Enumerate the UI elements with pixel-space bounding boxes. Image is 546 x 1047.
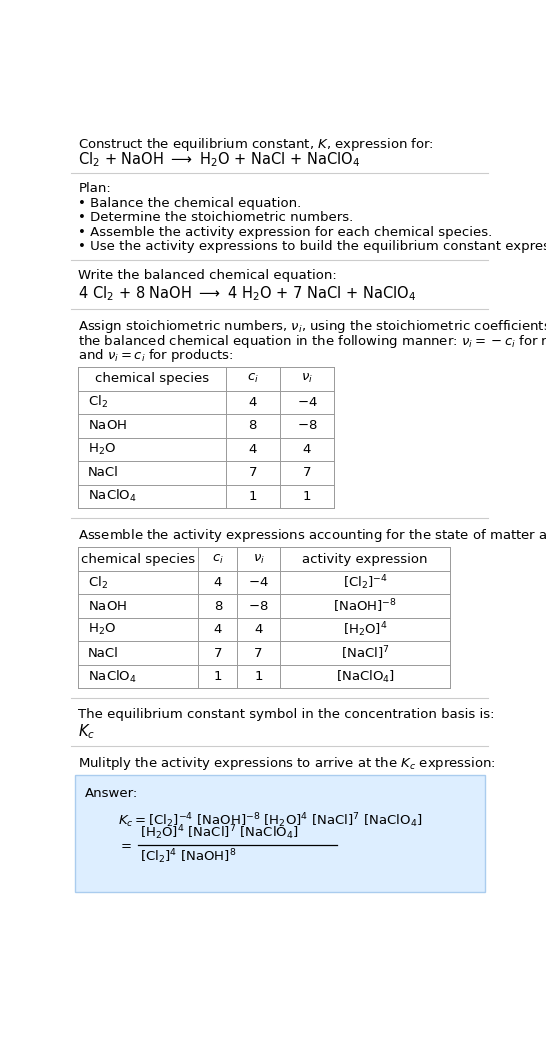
Text: Assign stoichiometric numbers, $\nu_i$, using the stoichiometric coefficients, $: Assign stoichiometric numbers, $\nu_i$, …: [78, 318, 546, 335]
FancyBboxPatch shape: [75, 776, 485, 892]
Text: 4: 4: [248, 396, 257, 409]
Text: $\mathrm{H_2O}$: $\mathrm{H_2O}$: [87, 622, 116, 638]
Text: 8: 8: [213, 600, 222, 612]
Text: $[\mathrm{Cl_2}]^{4}\ [\mathrm{NaOH}]^{8}$: $[\mathrm{Cl_2}]^{4}\ [\mathrm{NaOH}]^{8…: [140, 847, 236, 866]
Text: 7: 7: [213, 647, 222, 660]
Text: $[\mathrm{NaCl}]^{7}$: $[\mathrm{NaCl}]^{7}$: [341, 644, 389, 662]
Text: • Assemble the activity expression for each chemical species.: • Assemble the activity expression for e…: [78, 226, 492, 239]
Bar: [78, 548, 450, 688]
Text: 8: 8: [248, 420, 257, 432]
Text: $K_c$: $K_c$: [78, 722, 96, 741]
Text: $\nu_i$: $\nu_i$: [301, 373, 313, 385]
Text: • Use the activity expressions to build the equilibrium constant expression.: • Use the activity expressions to build …: [78, 240, 546, 253]
Text: NaCl: NaCl: [87, 647, 118, 660]
Text: $[\mathrm{NaClO_4}]$: $[\mathrm{NaClO_4}]$: [336, 669, 395, 685]
Text: $\mathrm{NaClO_4}$: $\mathrm{NaClO_4}$: [87, 669, 136, 685]
Text: $\mathrm{Cl_2}$ + NaOH $\longrightarrow$ $\mathrm{H_2O}$ + NaCl + $\mathrm{NaClO: $\mathrm{Cl_2}$ + NaOH $\longrightarrow$…: [78, 151, 360, 169]
Text: activity expression: activity expression: [302, 553, 428, 565]
Text: Write the balanced chemical equation:: Write the balanced chemical equation:: [78, 269, 337, 283]
Text: 1: 1: [302, 490, 311, 503]
Text: and $\nu_i = c_i$ for products:: and $\nu_i = c_i$ for products:: [78, 348, 234, 364]
Text: NaCl: NaCl: [87, 466, 118, 480]
Text: chemical species: chemical species: [95, 373, 209, 385]
Text: 1: 1: [213, 670, 222, 683]
Text: $\mathrm{Cl_2}$: $\mathrm{Cl_2}$: [87, 575, 108, 591]
Text: 7: 7: [254, 647, 263, 660]
Text: 1: 1: [248, 490, 257, 503]
Text: $-8$: $-8$: [296, 420, 317, 432]
Text: • Determine the stoichiometric numbers.: • Determine the stoichiometric numbers.: [78, 211, 354, 224]
Text: 7: 7: [248, 466, 257, 480]
Text: Mulitply the activity expressions to arrive at the $K_c$ expression:: Mulitply the activity expressions to arr…: [78, 755, 496, 773]
Text: Assemble the activity expressions accounting for the state of matter and $\nu_i$: Assemble the activity expressions accoun…: [78, 528, 546, 544]
Text: $K_c = [\mathrm{Cl_2}]^{-4}\ [\mathrm{NaOH}]^{-8}\ [\mathrm{H_2O}]^{4}\ [\mathrm: $K_c = [\mathrm{Cl_2}]^{-4}\ [\mathrm{Na…: [118, 811, 423, 830]
Text: $[\mathrm{H_2O}]^{4}\ [\mathrm{NaCl}]^{7}\ [\mathrm{NaClO_4}]$: $[\mathrm{H_2O}]^{4}\ [\mathrm{NaCl}]^{7…: [140, 824, 298, 843]
Text: chemical species: chemical species: [81, 553, 195, 565]
Text: Plan:: Plan:: [78, 182, 111, 195]
Text: Construct the equilibrium constant, $K$, expression for:: Construct the equilibrium constant, $K$,…: [78, 136, 434, 153]
Text: $\mathrm{Cl_2}$: $\mathrm{Cl_2}$: [87, 395, 108, 410]
Text: $-4$: $-4$: [296, 396, 317, 409]
Text: $c_i$: $c_i$: [212, 553, 224, 565]
Text: The equilibrium constant symbol in the concentration basis is:: The equilibrium constant symbol in the c…: [78, 708, 495, 720]
Text: $[\mathrm{H_2O}]^{4}$: $[\mathrm{H_2O}]^{4}$: [343, 620, 387, 639]
Text: $4\ \mathrm{Cl_2}$ + $8$ NaOH $\longrightarrow$ $4\ \mathrm{H_2O}$ + $7$ NaCl + : $4\ \mathrm{Cl_2}$ + $8$ NaOH $\longrigh…: [78, 284, 416, 303]
Text: 4: 4: [213, 576, 222, 589]
Text: $\mathrm{NaClO_4}$: $\mathrm{NaClO_4}$: [87, 488, 136, 505]
Text: $c_i$: $c_i$: [247, 373, 259, 385]
Text: $\mathrm{NaOH}$: $\mathrm{NaOH}$: [87, 600, 127, 612]
Text: $-4$: $-4$: [248, 576, 269, 589]
Text: $\nu_i$: $\nu_i$: [253, 553, 264, 565]
Text: the balanced chemical equation in the following manner: $\nu_i = -c_i$ for react: the balanced chemical equation in the fo…: [78, 333, 546, 350]
Text: $[\mathrm{Cl_2}]^{-4}$: $[\mathrm{Cl_2}]^{-4}$: [343, 574, 388, 592]
Text: 7: 7: [302, 466, 311, 480]
Text: 4: 4: [303, 443, 311, 455]
Text: $=$: $=$: [118, 839, 132, 851]
Text: 1: 1: [254, 670, 263, 683]
Text: 4: 4: [248, 443, 257, 455]
Bar: [78, 367, 334, 508]
Text: $[\mathrm{NaOH}]^{-8}$: $[\mathrm{NaOH}]^{-8}$: [333, 598, 397, 615]
Text: $\mathrm{NaOH}$: $\mathrm{NaOH}$: [87, 420, 127, 432]
Text: • Balance the chemical equation.: • Balance the chemical equation.: [78, 197, 301, 210]
Text: $-8$: $-8$: [248, 600, 269, 612]
Text: 4: 4: [213, 623, 222, 637]
Text: 4: 4: [254, 623, 263, 637]
Text: $\mathrm{H_2O}$: $\mathrm{H_2O}$: [87, 442, 116, 456]
Text: Answer:: Answer:: [85, 787, 138, 800]
